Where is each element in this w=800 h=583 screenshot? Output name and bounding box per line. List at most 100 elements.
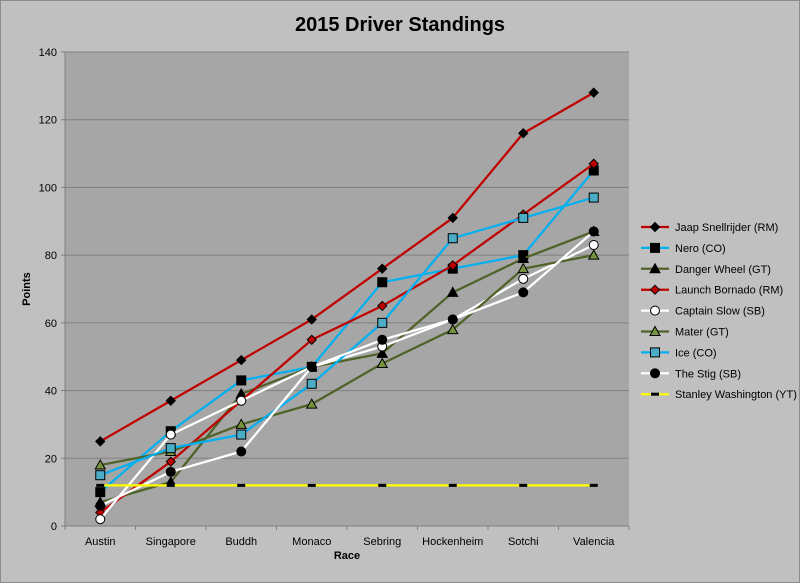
series-3: [95, 158, 599, 518]
data-point: [165, 466, 176, 477]
data-point: [446, 323, 459, 335]
series-0: [95, 87, 599, 447]
data-point: [518, 128, 529, 139]
x-tick-label: Austin: [85, 536, 116, 548]
data-point: [96, 483, 105, 487]
legend-label: The Stig (SB): [675, 368, 741, 380]
data-point: [588, 87, 599, 98]
data-point: [587, 249, 600, 260]
legend-entry: Captain Slow (SB): [641, 305, 765, 318]
legend-marker: [650, 368, 660, 379]
legend-marker: [649, 221, 661, 233]
data-point: [376, 347, 389, 358]
legend-marker: [651, 392, 659, 396]
legend-label: Mater (GT): [675, 327, 729, 339]
data-point: [236, 395, 247, 406]
data-point: [165, 443, 176, 454]
legend-label: Ice (CO): [675, 347, 717, 359]
y-tick-label: 20: [45, 453, 57, 465]
data-point: [447, 260, 458, 271]
data-point: [377, 277, 388, 288]
legend-entry: Jaap Snellrijder (RM): [641, 221, 778, 234]
legend-entry: Mater (GT): [641, 325, 729, 339]
data-point: [377, 300, 388, 312]
data-point: [165, 395, 176, 406]
series-8: [96, 483, 598, 487]
y-tick-label: 60: [45, 318, 57, 330]
data-point: [447, 233, 458, 244]
y-tick-label: 100: [39, 182, 57, 194]
x-tick-label: Buddh: [225, 536, 257, 548]
legend-entry: Danger Wheel (GT): [641, 262, 771, 276]
legend-marker: [649, 262, 661, 274]
data-point: [95, 500, 106, 511]
data-point: [95, 514, 106, 525]
data-point: [306, 378, 317, 389]
y-tick-label: 140: [39, 47, 57, 59]
y-tick-label: 40: [45, 386, 57, 398]
legend-marker: [650, 242, 660, 253]
data-point: [165, 456, 176, 467]
data-point: [518, 273, 529, 284]
series-line: [99, 162, 595, 514]
data-point: [165, 429, 176, 440]
data-point: [237, 483, 246, 487]
y-tick-label: 120: [39, 115, 57, 127]
data-point: [448, 483, 457, 487]
data-point: [305, 398, 318, 409]
data-point: [589, 483, 598, 487]
data-point: [377, 334, 388, 345]
data-point: [236, 429, 247, 440]
legend-label: Nero (CO): [675, 243, 726, 255]
legend-marker: [649, 325, 661, 336]
series-line: [99, 91, 595, 443]
legend-marker: [650, 347, 660, 358]
data-point: [306, 334, 317, 345]
data-point: [236, 354, 247, 366]
data-point: [306, 361, 317, 372]
data-point: [517, 262, 530, 274]
chart-title: 2015 Driver Standings: [294, 14, 506, 36]
data-point: [377, 263, 388, 274]
data-point: [447, 212, 458, 224]
data-point: [518, 212, 529, 223]
data-point: [447, 314, 458, 325]
series-line: [99, 169, 595, 493]
x-tick-label: Hockenheim: [422, 536, 483, 548]
legend-label: Jaap Snellrijder (RM): [675, 222, 778, 234]
data-point: [517, 252, 530, 264]
data-point: [518, 287, 529, 298]
legend-label: Danger Wheel (GT): [675, 264, 771, 276]
x-tick-label: Monaco: [292, 536, 331, 548]
x-tick-label: Singapore: [146, 536, 196, 548]
data-point: [94, 459, 107, 470]
data-point: [588, 158, 599, 169]
data-point: [588, 239, 599, 250]
data-point: [307, 483, 316, 487]
legend-marker: [650, 305, 660, 316]
data-point: [95, 436, 106, 447]
legend-label: Captain Slow (SB): [675, 306, 765, 318]
legend-entry: Launch Bornado (RM): [641, 284, 783, 297]
y-axis-title: Points: [21, 272, 33, 306]
series-line: [99, 230, 595, 507]
data-point: [166, 483, 175, 487]
legend-label: Launch Bornado (RM): [675, 285, 783, 297]
data-point: [95, 470, 106, 481]
y-tick-label: 0: [51, 521, 57, 533]
data-point: [519, 483, 528, 487]
series-7: [95, 226, 599, 511]
data-point: [376, 357, 389, 368]
x-axis-title: Race: [334, 550, 360, 562]
legend-entry: Stanley Washington (YT): [641, 389, 797, 401]
legend-marker: [649, 284, 661, 295]
series-line: [99, 243, 595, 520]
data-point: [236, 446, 247, 457]
data-point: [236, 375, 247, 386]
x-tick-label: Sebring: [363, 536, 401, 548]
data-point: [377, 317, 388, 328]
legend-entry: Nero (CO): [641, 242, 726, 255]
data-point: [588, 192, 599, 203]
data-point: [378, 483, 387, 487]
